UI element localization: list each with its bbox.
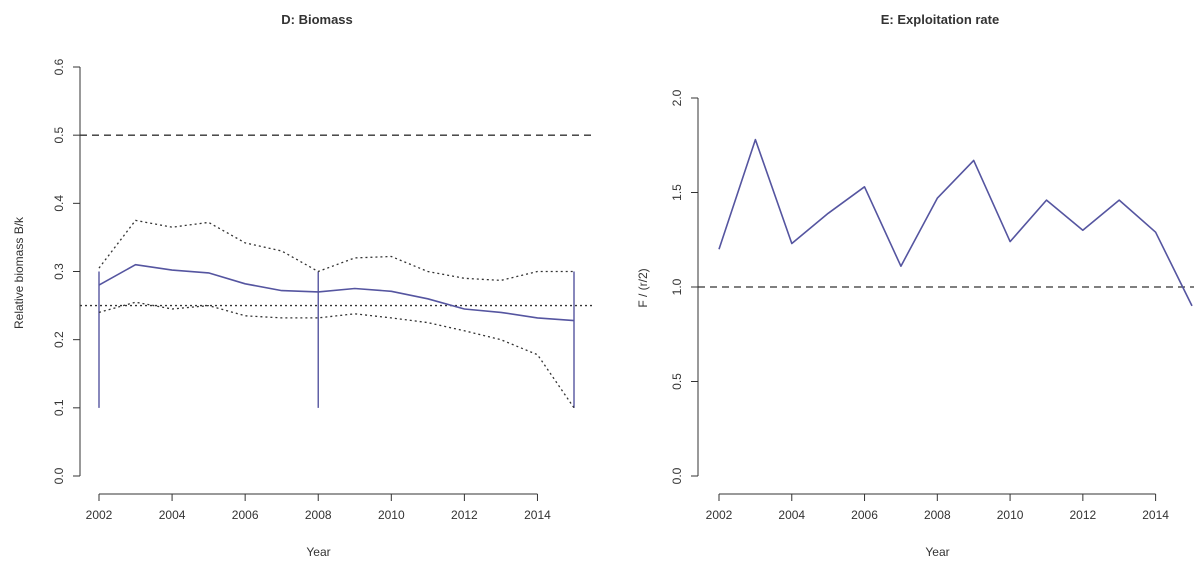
x-tick-label: 2002 — [706, 508, 733, 522]
y-tick-label: 0.6 — [52, 58, 66, 75]
x-tick-label: 2014 — [524, 508, 551, 522]
x-tick-label: 2014 — [1142, 508, 1169, 522]
chart-panel-1: 2002 2004 2006 2008 2010 2012 2014 0.0 0.5 1.0 1.5… — [636, 12, 1194, 559]
chart-title: D: Biomass — [281, 12, 353, 27]
x-tick-label: 2008 — [305, 508, 332, 522]
y-tick-label: 0.0 — [52, 467, 66, 484]
x-tick-label: 2012 — [451, 508, 478, 522]
chart-panel-0: 2002 2004 2006 2008 2010 2012 2014 0.0 0.1 0.2 0.3… — [12, 12, 593, 559]
series-line-upper — [98, 219, 574, 282]
x-tick-label: 2004 — [778, 508, 805, 522]
y-axis-label: Relative biomass B/k — [12, 216, 26, 329]
x-tick-label: 2012 — [1069, 508, 1096, 522]
y-axis-label: F / (r/2) — [636, 268, 650, 307]
x-tick-label: 2010 — [378, 508, 405, 522]
x-tick-label: 2010 — [997, 508, 1024, 522]
x-tick-label: 2008 — [924, 508, 951, 522]
x-axis-label: Year — [925, 545, 949, 559]
series-line-median — [98, 263, 575, 322]
y-tick-label: 0.0 — [670, 467, 684, 484]
y-tick-label: 2.0 — [670, 89, 684, 106]
series-line-lower — [98, 301, 575, 409]
y-tick-label: 0.4 — [52, 195, 66, 212]
series-line-main — [718, 138, 1193, 307]
x-axis-label: Year — [306, 545, 330, 559]
y-tick-label: 0.3 — [52, 263, 66, 280]
y-tick-label: 0.1 — [52, 399, 66, 416]
y-tick-label: 0.5 — [670, 373, 684, 390]
chart-title: E: Exploitation rate — [881, 12, 999, 27]
y-tick-label: 1.5 — [670, 184, 684, 201]
y-tick-label: 1.0 — [670, 278, 684, 295]
x-tick-label: 2002 — [86, 508, 113, 522]
y-tick-label: 0.5 — [52, 127, 66, 144]
x-tick-label: 2004 — [159, 508, 186, 522]
x-tick-label: 2006 — [232, 508, 259, 522]
x-tick-label: 2006 — [851, 508, 878, 522]
y-tick-label: 0.2 — [52, 331, 66, 348]
